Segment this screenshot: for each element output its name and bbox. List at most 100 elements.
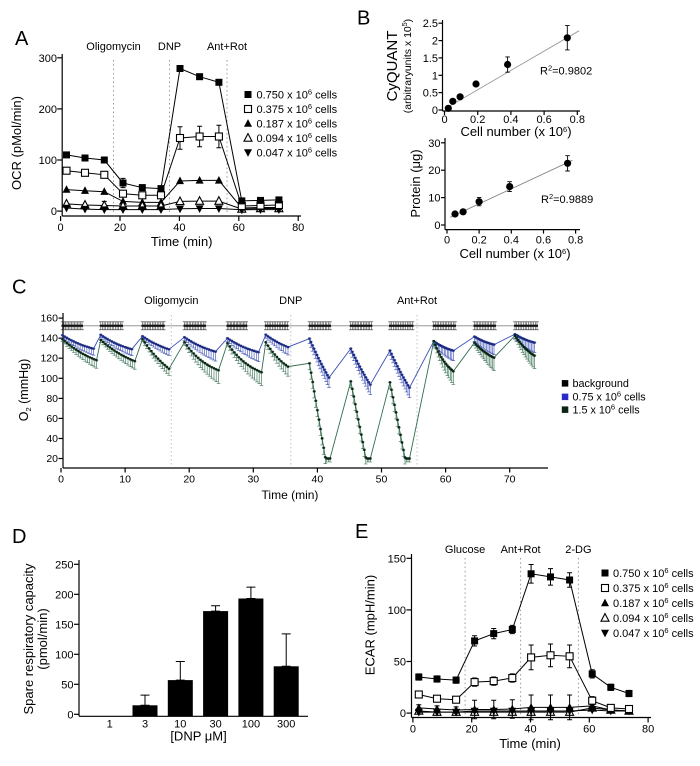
- svg-text:Ant+Rot: Ant+Rot: [397, 295, 437, 307]
- svg-text:1: 1: [107, 719, 113, 731]
- svg-text:60: 60: [583, 724, 595, 736]
- svg-text:20: 20: [466, 724, 478, 736]
- svg-text:Oligomycin: Oligomycin: [86, 41, 140, 53]
- svg-text:0.5: 0.5: [423, 88, 438, 100]
- svg-text:60: 60: [440, 474, 452, 486]
- svg-text:60: 60: [233, 222, 245, 234]
- svg-text:100: 100: [388, 605, 406, 617]
- svg-text:Glucose: Glucose: [445, 544, 485, 556]
- svg-text:0.750 x 106 cells​: 0.750 x 106 cells​: [613, 566, 694, 580]
- svg-text:300: 300: [39, 53, 57, 65]
- svg-text:0.375 x 106 cells​: 0.375 x 106 cells​: [257, 102, 338, 116]
- svg-text:10: 10: [174, 719, 186, 731]
- svg-text:Time (min): Time (min): [151, 234, 213, 249]
- svg-text:0.2: 0.2: [470, 114, 485, 126]
- svg-text:0: 0: [51, 206, 57, 218]
- svg-text:200: 200: [39, 104, 57, 116]
- svg-text:250: 250: [55, 559, 73, 571]
- svg-text:100: 100: [242, 719, 260, 731]
- svg-text:(pmol/min): (pmol/min): [35, 608, 50, 669]
- svg-text:20: 20: [428, 165, 440, 177]
- svg-text:100: 100: [55, 649, 73, 661]
- svg-text:100: 100: [39, 155, 57, 167]
- svg-text:OCR (pMol/min): OCR (pMol/min): [9, 96, 24, 190]
- svg-text:150: 150: [388, 553, 406, 565]
- svg-text:CyQUANT: CyQUANT: [384, 31, 401, 102]
- svg-text:10: 10: [119, 474, 131, 486]
- svg-text:1.5 x 106 cells​: 1.5 x 106 cells​: [573, 402, 641, 416]
- svg-text:30: 30: [209, 719, 221, 731]
- svg-text:80: 80: [292, 222, 304, 234]
- svg-text:E: E: [355, 521, 368, 543]
- svg-text:0.75 x 106 cells​: 0.75 x 106 cells​: [573, 390, 647, 404]
- svg-text:2-DG: 2-DG: [565, 544, 591, 556]
- svg-text:DNP: DNP: [158, 41, 181, 53]
- svg-text:0.187 x 106 cells​: 0.187 x 106 cells​: [613, 596, 694, 610]
- svg-text:120: 120: [40, 353, 58, 365]
- svg-text:0.187 x 106 cells​: 0.187 x 106 cells​: [257, 117, 338, 131]
- svg-text:D: D: [12, 526, 26, 548]
- svg-text:R2=0.9889​: R2=0.9889​: [541, 192, 593, 206]
- svg-text:(arbitraryunits x 105)​: (arbitraryunits x 105)​: [402, 19, 414, 113]
- svg-text:Spare respiratory capacity: Spare respiratory capacity: [21, 563, 36, 715]
- svg-text:background: background: [573, 378, 629, 390]
- svg-text:0: 0: [441, 114, 447, 126]
- svg-text:0.4: 0.4: [503, 114, 518, 126]
- svg-text:Oligomycin: Oligomycin: [144, 295, 198, 307]
- svg-text:0.8: 0.8: [570, 114, 585, 126]
- svg-text:0: 0: [432, 105, 438, 117]
- svg-text:0.047 x 106 cells​: 0.047 x 106 cells​: [257, 146, 338, 160]
- svg-text:200: 200: [55, 589, 73, 601]
- svg-text:0: 0: [410, 724, 416, 736]
- svg-text:0.750 x 106 cells​: 0.750 x 106 cells​: [257, 88, 338, 102]
- svg-text:20: 20: [114, 222, 126, 234]
- svg-text:0.2: 0.2: [472, 235, 487, 247]
- svg-text:Cell number (x 106)​: Cell number (x 106)​: [459, 246, 570, 261]
- svg-text:140: 140: [40, 333, 58, 345]
- svg-text:20: 20: [46, 453, 58, 465]
- svg-text:80: 80: [46, 393, 58, 405]
- svg-text:30: 30: [428, 138, 440, 150]
- svg-text:50: 50: [61, 679, 73, 691]
- svg-text:R2=0.9802​: R2=0.9802​: [540, 64, 592, 78]
- svg-text:1: 1: [432, 70, 438, 82]
- svg-text:80: 80: [642, 724, 654, 736]
- svg-text:0.6: 0.6: [536, 114, 551, 126]
- svg-text:Protein (μg): Protein (μg): [408, 149, 423, 217]
- svg-text:40: 40: [173, 222, 185, 234]
- svg-text:0.8: 0.8: [568, 235, 583, 247]
- svg-text:3: 3: [142, 719, 148, 731]
- svg-text:2: 2: [432, 36, 438, 48]
- svg-text:0: 0: [58, 474, 64, 486]
- svg-text:0: 0: [58, 222, 64, 234]
- svg-text:1.5: 1.5: [423, 53, 438, 65]
- svg-text:0.094 x 106 cells​: 0.094 x 106 cells​: [257, 131, 338, 145]
- svg-text:0.375 x 106 cells​: 0.375 x 106 cells​: [613, 581, 694, 595]
- svg-text:[DNP μM]: [DNP μM]: [170, 729, 226, 744]
- svg-text:40: 40: [46, 433, 58, 445]
- svg-text:2.5: 2.5: [423, 18, 438, 30]
- svg-text:40: 40: [312, 474, 324, 486]
- svg-text:B: B: [357, 8, 370, 30]
- svg-text:ECAR (mpH/min): ECAR (mpH/min): [363, 575, 378, 675]
- svg-text:30: 30: [247, 474, 259, 486]
- svg-text:0: 0: [67, 709, 73, 721]
- svg-text:O2 (mmHg): O2 (mmHg): [17, 359, 33, 422]
- svg-text:300: 300: [277, 719, 295, 731]
- svg-text:50: 50: [376, 474, 388, 486]
- svg-text:0.094 x 106 cells​: 0.094 x 106 cells​: [613, 611, 694, 625]
- svg-text:0.047 x 106 cells​: 0.047 x 106 cells​: [613, 626, 694, 640]
- svg-text:160: 160: [40, 313, 58, 325]
- svg-text:0: 0: [434, 220, 440, 232]
- svg-text:40: 40: [524, 724, 536, 736]
- svg-text:0.4: 0.4: [504, 235, 519, 247]
- svg-text:70: 70: [504, 474, 516, 486]
- svg-text:C: C: [12, 277, 26, 299]
- svg-text:Ant+Rot: Ant+Rot: [207, 41, 247, 53]
- svg-text:10: 10: [428, 193, 440, 205]
- svg-text:Time (min): Time (min): [262, 488, 319, 502]
- svg-text:0: 0: [400, 708, 406, 720]
- svg-text:20: 20: [183, 474, 195, 486]
- svg-text:0.6: 0.6: [536, 235, 551, 247]
- svg-text:A: A: [15, 28, 29, 50]
